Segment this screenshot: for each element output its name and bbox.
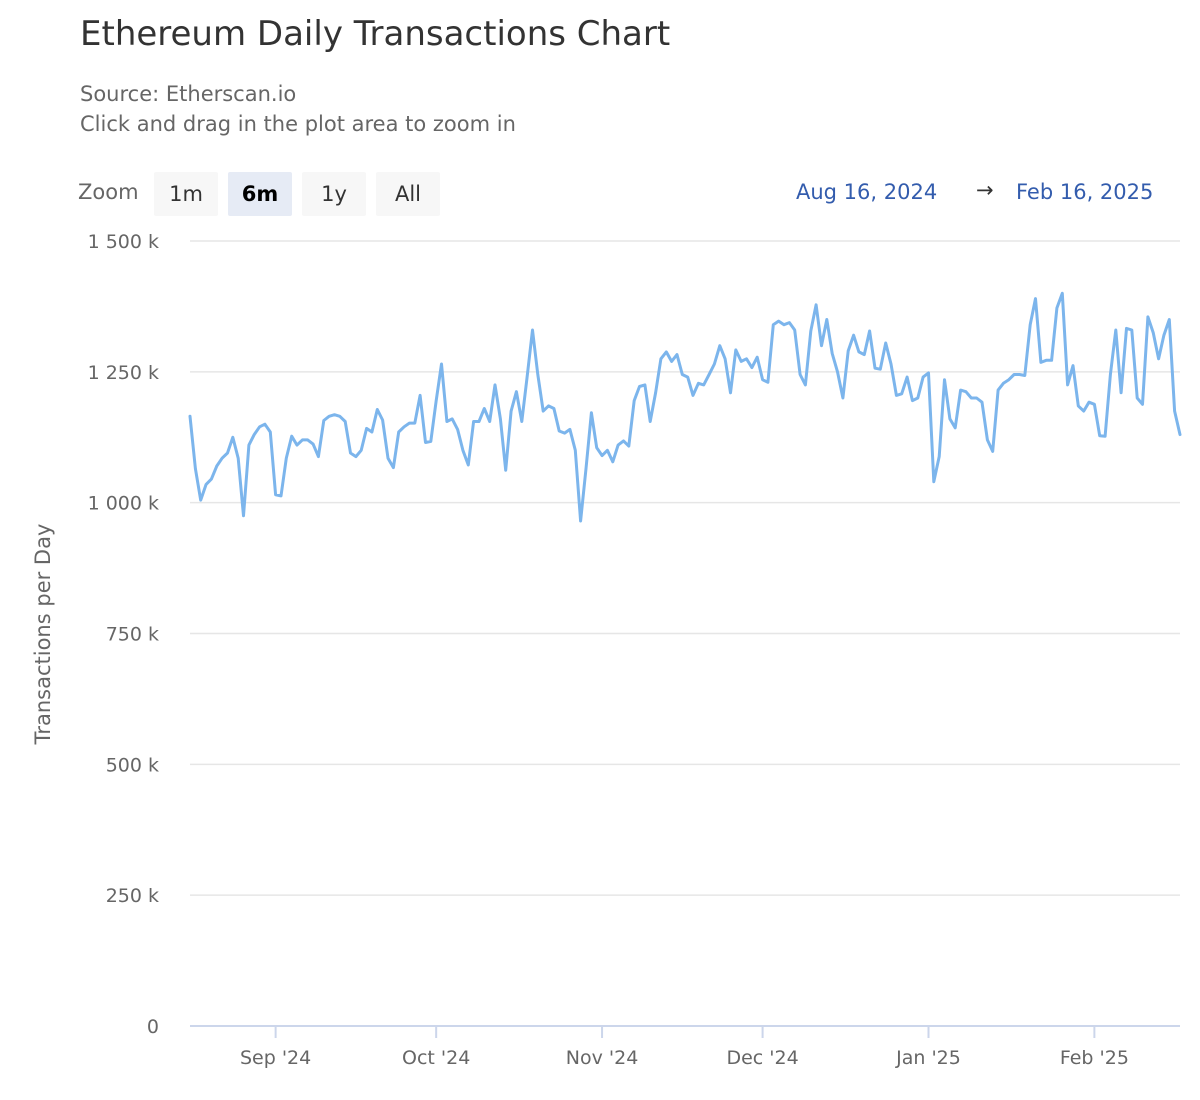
x-tick-label: Dec '24 [726, 1047, 798, 1069]
y-axis-title: Transactions per Day [31, 524, 55, 746]
zoom-all-button[interactable]: All [376, 172, 440, 216]
x-tick-label: Nov '24 [566, 1047, 639, 1069]
range-arrow: → [976, 178, 994, 202]
x-tick-label: Feb '25 [1060, 1047, 1129, 1069]
y-tick-label: 250 k [106, 885, 159, 907]
grid-lines [190, 240, 1180, 896]
range-from-input[interactable]: Aug 16, 2024 [796, 180, 938, 204]
x-tick-label: Oct '24 [402, 1047, 470, 1069]
x-axis: Sep '24 Oct '24 Nov '24 Dec '24 Jan '25 Feb '… [190, 1025, 1180, 1069]
y-tick-label: 1 000 k [88, 493, 159, 515]
y-tick-label: 500 k [106, 754, 159, 776]
y-tick-label: 1 500 k [88, 231, 159, 253]
chart-source: Source: Etherscan.io [80, 82, 297, 106]
zoom-1y-button[interactable]: 1y [302, 172, 366, 216]
zoom-hint: Click and drag in the plot area to zoom … [80, 112, 516, 136]
zoom-label: Zoom [78, 180, 139, 204]
zoom-6m-button[interactable]: 6m [228, 172, 292, 216]
series-line-transactions[interactable] [188, 291, 1182, 523]
y-tick-label: 0 [147, 1016, 159, 1038]
x-tick-label: Sep '24 [240, 1047, 311, 1069]
chart-title: Ethereum Daily Transactions Chart [80, 14, 671, 54]
range-to-input[interactable]: Feb 16, 2025 [1016, 180, 1154, 204]
zoom-1m-button[interactable]: 1m [154, 172, 218, 216]
y-tick-label: 750 k [106, 624, 159, 646]
x-tick-label: Jan '25 [895, 1047, 961, 1069]
y-axis-ticks: 0 250 k 500 k 750 k 1 000 k 1 250 k 1 500 k [88, 231, 159, 1038]
y-tick-label: 1 250 k [88, 362, 159, 384]
